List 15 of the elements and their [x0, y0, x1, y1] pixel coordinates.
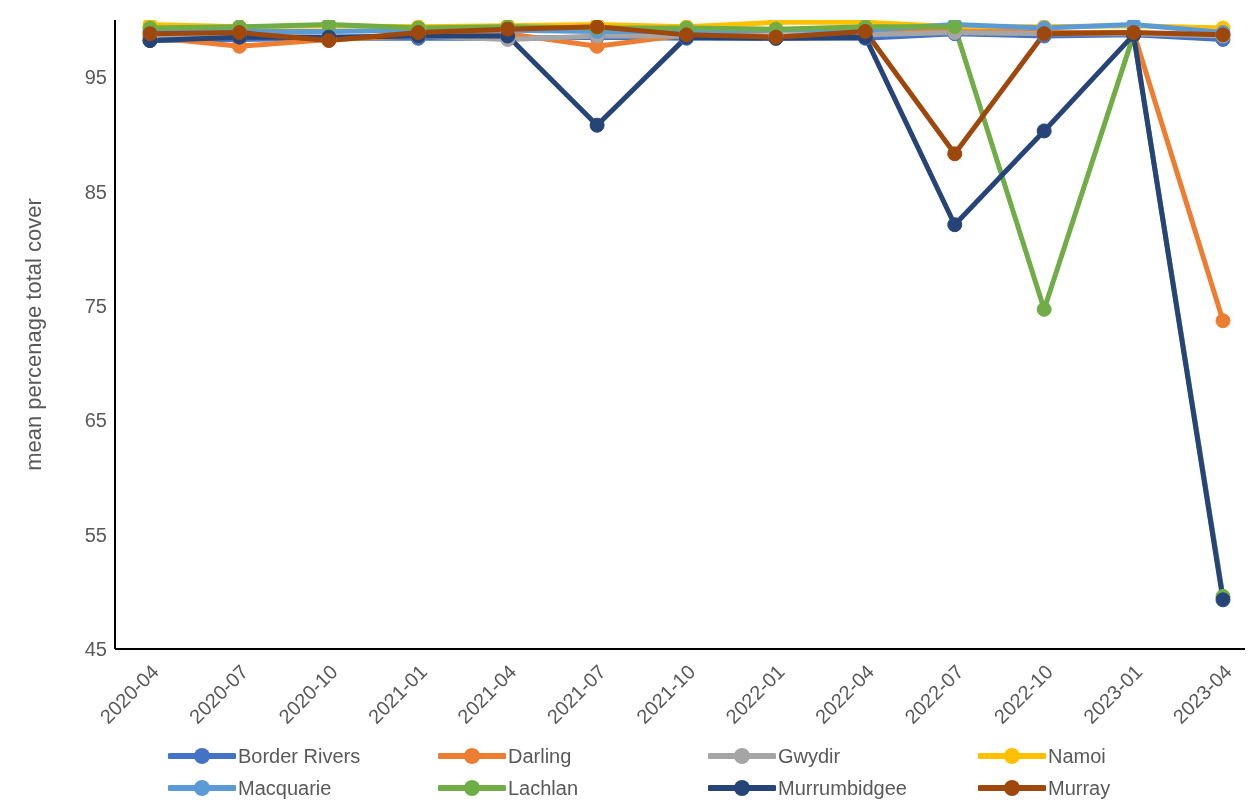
y-tick-label: 45: [84, 638, 107, 661]
legend-label: Darling: [508, 744, 572, 768]
y-tick-label: 65: [84, 409, 107, 432]
legend-label: Macquarie: [238, 776, 332, 800]
y-axis-title: mean percenage total cover: [20, 198, 46, 471]
legend-label: Murray: [1048, 776, 1111, 800]
y-tick-label: 95: [84, 66, 107, 89]
y-tick-label: 55: [84, 523, 107, 546]
legend-label: Gwydir: [778, 744, 841, 768]
legend-label: Namoi: [1048, 744, 1106, 768]
y-tick-label: 75: [84, 295, 107, 318]
legend-label: Lachlan: [508, 776, 579, 800]
legend-label: Murrumbidgee: [778, 776, 907, 800]
legend-label: Border Rivers: [238, 744, 361, 768]
y-tick-label: 85: [84, 180, 107, 203]
